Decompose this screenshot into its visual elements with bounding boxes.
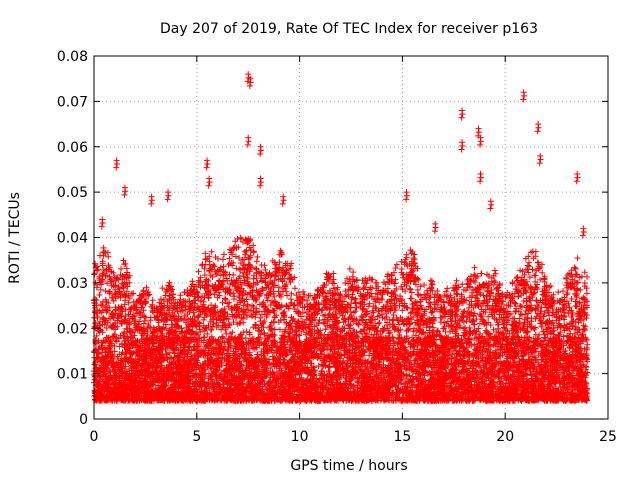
data-point xyxy=(541,334,548,341)
chart-title: Day 207 of 2019, Rate Of TEC Index for r… xyxy=(160,21,538,37)
data-point xyxy=(242,335,249,342)
data-point xyxy=(500,380,507,387)
data-points xyxy=(91,71,591,404)
